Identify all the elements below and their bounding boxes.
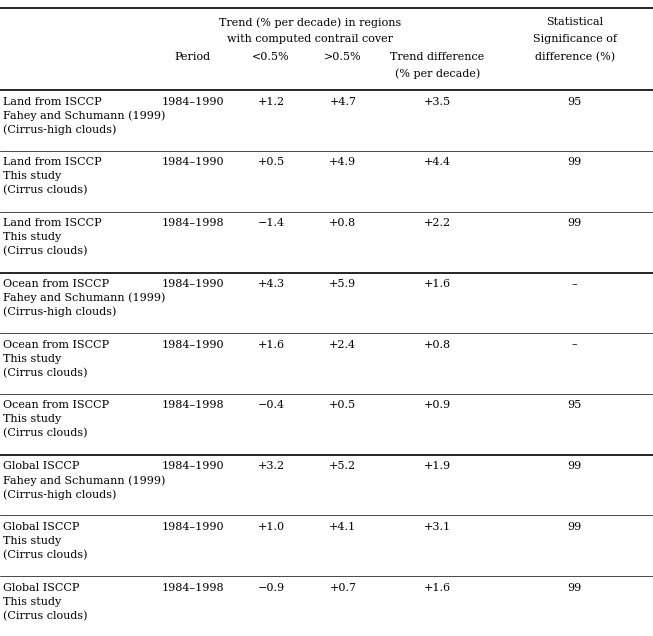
Text: (Cirrus clouds): (Cirrus clouds): [3, 246, 88, 256]
Text: +4.3: +4.3: [257, 279, 285, 289]
Text: 99: 99: [567, 218, 582, 228]
Text: Significance of: Significance of: [533, 34, 616, 44]
Text: +2.2: +2.2: [424, 218, 451, 228]
Text: Land from ISCCP: Land from ISCCP: [3, 158, 102, 167]
Text: +3.2: +3.2: [257, 461, 285, 471]
Text: +0.8: +0.8: [329, 218, 357, 228]
Text: +1.6: +1.6: [424, 279, 451, 289]
Text: 99: 99: [567, 583, 582, 593]
Text: 1984–1990: 1984–1990: [161, 522, 224, 532]
Text: Statistical: Statistical: [546, 17, 603, 27]
Text: 99: 99: [567, 158, 582, 167]
Text: −0.9: −0.9: [257, 583, 285, 593]
Text: Fahey and Schumann (1999): Fahey and Schumann (1999): [3, 111, 166, 121]
Text: (Cirrus clouds): (Cirrus clouds): [3, 186, 88, 196]
Text: −1.4: −1.4: [257, 218, 285, 228]
Text: This study: This study: [3, 597, 61, 607]
Text: Trend difference: Trend difference: [390, 52, 485, 62]
Text: Land from ISCCP: Land from ISCCP: [3, 97, 102, 107]
Text: +4.9: +4.9: [329, 158, 357, 167]
Text: This study: This study: [3, 536, 61, 546]
Text: +0.5: +0.5: [329, 401, 357, 410]
Text: –: –: [572, 340, 577, 350]
Text: Period: Period: [174, 52, 211, 62]
Text: +1.6: +1.6: [257, 340, 285, 350]
Text: <0.5%: <0.5%: [252, 52, 290, 62]
Text: +2.4: +2.4: [329, 340, 357, 350]
Text: difference (%): difference (%): [535, 52, 614, 62]
Text: (% per decade): (% per decade): [395, 68, 480, 79]
Text: 95: 95: [567, 97, 582, 107]
Text: This study: This study: [3, 415, 61, 424]
Text: +0.8: +0.8: [424, 340, 451, 350]
Text: (Cirrus clouds): (Cirrus clouds): [3, 611, 88, 621]
Text: 1984–1998: 1984–1998: [161, 583, 224, 593]
Text: +5.2: +5.2: [329, 461, 357, 471]
Text: –: –: [572, 279, 577, 289]
Text: 1984–1990: 1984–1990: [161, 158, 224, 167]
Text: 1984–1990: 1984–1990: [161, 340, 224, 350]
Text: Ocean from ISCCP: Ocean from ISCCP: [3, 401, 110, 410]
Text: +4.4: +4.4: [424, 158, 451, 167]
Text: (Cirrus clouds): (Cirrus clouds): [3, 550, 88, 560]
Text: Global ISCCP: Global ISCCP: [3, 461, 80, 471]
Text: Land from ISCCP: Land from ISCCP: [3, 218, 102, 228]
Text: 1984–1990: 1984–1990: [161, 461, 224, 471]
Text: 95: 95: [567, 401, 582, 410]
Text: Fahey and Schumann (1999): Fahey and Schumann (1999): [3, 475, 166, 486]
Text: +0.5: +0.5: [257, 158, 285, 167]
Text: +1.6: +1.6: [424, 583, 451, 593]
Text: Fahey and Schumann (1999): Fahey and Schumann (1999): [3, 293, 166, 303]
Text: This study: This study: [3, 232, 61, 242]
Text: with computed contrail cover: with computed contrail cover: [227, 34, 393, 44]
Text: +0.7: +0.7: [329, 583, 357, 593]
Text: +3.1: +3.1: [424, 522, 451, 532]
Text: (Cirrus-high clouds): (Cirrus-high clouds): [3, 307, 117, 317]
Text: +5.9: +5.9: [329, 279, 357, 289]
Text: This study: This study: [3, 172, 61, 181]
Text: Global ISCCP: Global ISCCP: [3, 522, 80, 532]
Text: 1984–1998: 1984–1998: [161, 401, 224, 410]
Text: Trend (% per decade) in regions: Trend (% per decade) in regions: [219, 17, 402, 28]
Text: >0.5%: >0.5%: [324, 52, 362, 62]
Text: +1.9: +1.9: [424, 461, 451, 471]
Text: +0.9: +0.9: [424, 401, 451, 410]
Text: 1984–1990: 1984–1990: [161, 279, 224, 289]
Text: (Cirrus clouds): (Cirrus clouds): [3, 368, 88, 378]
Text: +1.0: +1.0: [257, 522, 285, 532]
Text: Ocean from ISCCP: Ocean from ISCCP: [3, 340, 110, 350]
Text: 1984–1990: 1984–1990: [161, 97, 224, 107]
Text: (Cirrus-high clouds): (Cirrus-high clouds): [3, 125, 117, 135]
Text: 99: 99: [567, 461, 582, 471]
Text: 1984–1998: 1984–1998: [161, 218, 224, 228]
Text: +4.1: +4.1: [329, 522, 357, 532]
Text: +3.5: +3.5: [424, 97, 451, 107]
Text: Ocean from ISCCP: Ocean from ISCCP: [3, 279, 110, 289]
Text: (Cirrus-high clouds): (Cirrus-high clouds): [3, 489, 117, 500]
Text: +4.7: +4.7: [329, 97, 357, 107]
Text: 99: 99: [567, 522, 582, 532]
Text: This study: This study: [3, 354, 61, 364]
Text: −0.4: −0.4: [257, 401, 285, 410]
Text: Global ISCCP: Global ISCCP: [3, 583, 80, 593]
Text: +1.2: +1.2: [257, 97, 285, 107]
Text: (Cirrus clouds): (Cirrus clouds): [3, 429, 88, 439]
